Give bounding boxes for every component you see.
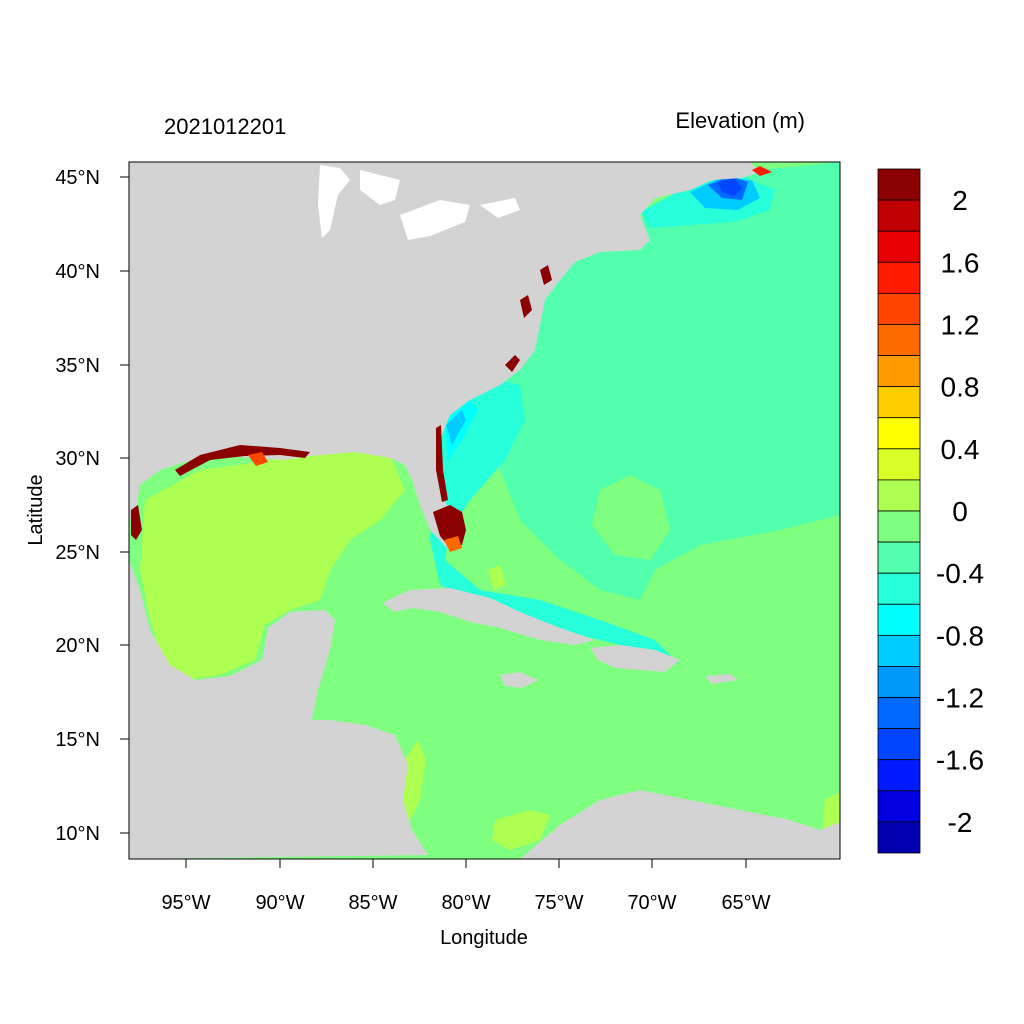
texas-coast-surge: [131, 505, 142, 540]
great-lakes: [318, 165, 520, 240]
lon-tick-label: 65°W: [721, 892, 770, 914]
colorbar-swatch: [877, 448, 921, 481]
florida-east-surge-strip: [436, 425, 448, 502]
map-panel: [129, 162, 840, 859]
longitude-axis: 95°W 90°W 85°W 80°W 75°W 70°W 65°W: [161, 859, 771, 914]
colorbar-label: 0.8: [941, 372, 980, 403]
caribbean-plus02-patch-west: [400, 740, 426, 820]
lon-tick-label: 90°W: [255, 892, 304, 914]
colorbar: 2 1.6 1.2 0.8 0.4 0 -0.4 -0.8 -1.2 -1.6 -2: [877, 168, 984, 854]
colorbar-swatch: [877, 728, 921, 761]
colorbar-swatch: [877, 199, 921, 232]
y-axis-label: Latitude: [25, 474, 47, 545]
puerto-rico-land: [705, 674, 738, 684]
colorbar-swatch: [877, 541, 921, 574]
lon-tick-label: 70°W: [627, 892, 676, 914]
colorbar-swatch: [877, 324, 921, 356]
colorbar-label: -1.2: [936, 683, 984, 714]
colorbar-swatch: [877, 666, 921, 698]
lat-tick-label: 10°N: [55, 823, 100, 845]
cuba-land: [382, 588, 595, 645]
carolina-coast-surge: [505, 265, 552, 372]
colorbar-label: -0.4: [936, 558, 984, 589]
colorbar-label: -2: [948, 807, 973, 838]
colorbar-swatch: [877, 230, 921, 263]
colorbar-swatch: [877, 821, 921, 854]
lat-tick-label: 40°N: [55, 261, 100, 283]
lat-tick-label: 20°N: [55, 635, 100, 657]
colorbar-label: 0: [952, 496, 968, 527]
florida-surge-mid: [444, 536, 462, 552]
lat-tick-label: 45°N: [55, 167, 100, 189]
lon-tick-label: 75°W: [534, 892, 583, 914]
hispaniola-land: [590, 645, 680, 672]
georgia-bight-minus07: [445, 400, 478, 460]
colorbar-swatch: [877, 479, 921, 512]
colorbar-label: -1.6: [936, 745, 984, 776]
latitude-axis: 45°N 40°N 35°N 30°N 25°N 20°N 15°N 10°N: [55, 167, 129, 845]
lon-tick-label: 80°W: [441, 892, 490, 914]
shelf-minus05-region: [430, 380, 680, 665]
map-frame: [128, 161, 841, 860]
mexico-land: [129, 560, 428, 859]
atlantic-minus02-region: [500, 162, 840, 600]
colorbar-swatch: [877, 697, 921, 730]
timestamp-label: 2021012201: [164, 114, 286, 139]
georgia-bight-minus10: [446, 410, 466, 445]
gulf-coast-surge-strip: [175, 445, 310, 476]
maine-surge-tip: [752, 166, 772, 176]
lon-tick-label: 95°W: [161, 892, 210, 914]
colorbar-swatch: [877, 417, 921, 450]
colorbar-swatch: [877, 572, 921, 605]
colorbar-label: 1.6: [941, 247, 980, 278]
colorbar-label: 0.4: [941, 434, 980, 465]
colorbar-label: 2: [952, 185, 968, 216]
colorbar-swatch: [877, 510, 921, 543]
colorbar-swatch: [877, 168, 921, 201]
caribbean-plus02-patch-south: [492, 810, 550, 850]
colorbar-swatch: [877, 292, 921, 325]
bermuda-zero-patch: [592, 475, 670, 560]
bahamas-plus02-patch: [488, 565, 506, 590]
lat-tick-label: 25°N: [55, 542, 100, 564]
lat-tick-label: 30°N: [55, 448, 100, 470]
colorbar-swatch: [877, 790, 921, 823]
colorbar-swatch: [877, 386, 921, 419]
colorbar-swatch: [877, 759, 921, 792]
colorbar-swatch: [877, 355, 921, 388]
south-america-land: [520, 790, 840, 859]
lat-tick-label: 35°N: [55, 355, 100, 377]
colorbar-label: 1.2: [941, 309, 980, 340]
x-axis-label: Longitude: [440, 927, 528, 949]
jamaica-land: [500, 672, 538, 688]
lat-tick-label: 15°N: [55, 729, 100, 751]
lon-tick-label: 85°W: [348, 892, 397, 914]
gulf-of-maine-minus18: [718, 178, 742, 196]
mobile-bay-surge: [248, 452, 268, 466]
colorbar-swatch: [877, 603, 921, 636]
colorbar-swatch: [877, 634, 921, 667]
field-title: Elevation (m): [675, 108, 805, 133]
gulf-of-mexico-plus02: [140, 450, 405, 680]
colorbar-label: -0.8: [936, 620, 984, 651]
colorbar-swatch: [877, 261, 921, 294]
